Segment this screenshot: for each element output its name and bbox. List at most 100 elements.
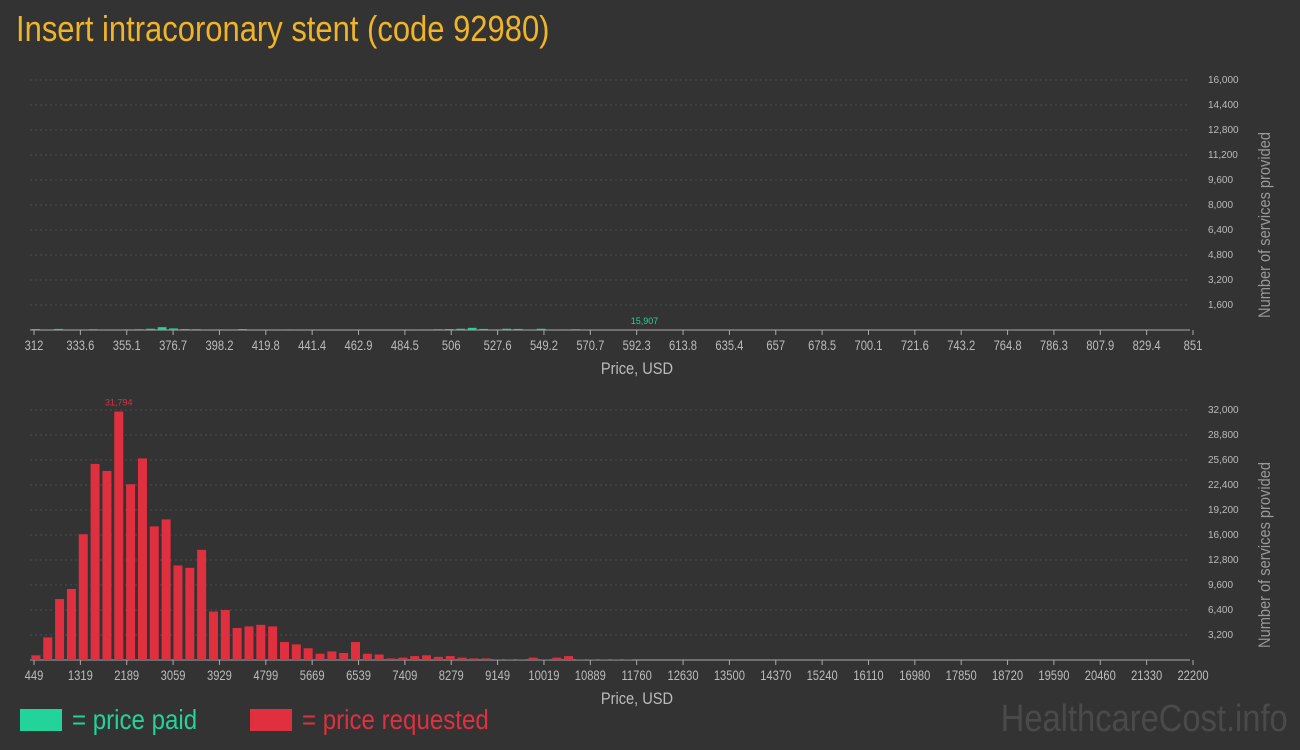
bar xyxy=(599,659,609,660)
y-tick-label: 22,400 xyxy=(1208,480,1239,491)
peak-label: 31,794 xyxy=(105,398,133,408)
bar xyxy=(54,328,64,330)
x-axis-label: Price, USD xyxy=(601,360,673,378)
bar xyxy=(123,329,132,330)
bar xyxy=(421,329,431,330)
bar xyxy=(268,626,278,660)
y-tick-label: 25,600 xyxy=(1208,455,1239,466)
x-tick-label: 3929 xyxy=(207,668,232,683)
price-requested-chart: 3,200 6,400 9,600 12,800 16,000 19,200 22,400 2… xyxy=(25,398,1275,709)
legend-paid-label: = price paid xyxy=(72,704,198,735)
x-axis-label: Price, USD xyxy=(601,690,673,708)
bar xyxy=(456,328,466,330)
x-tick-label: 13500 xyxy=(714,668,745,683)
x-tick-label: 2189 xyxy=(114,668,139,683)
bar xyxy=(146,328,155,330)
bar xyxy=(220,610,230,660)
x-tick-label: 312 xyxy=(25,338,44,353)
x-tick-label: 7409 xyxy=(392,668,417,683)
bar xyxy=(66,588,76,660)
x-tick-label: 549.2 xyxy=(530,338,558,353)
bar xyxy=(493,659,503,660)
bar xyxy=(516,659,526,660)
bar xyxy=(481,658,491,660)
bar xyxy=(398,657,408,660)
bar xyxy=(587,659,597,660)
x-tick-label: 506 xyxy=(442,338,461,353)
x-tick-label: 449 xyxy=(25,668,44,683)
x-tick-label: 398.2 xyxy=(205,338,233,353)
price-paid-chart: 1,600 3,200 4,800 6,400 8,000 9,600 11,200 12,8… xyxy=(25,75,1275,378)
bar xyxy=(197,549,207,660)
x-tick-label: 10019 xyxy=(528,668,559,683)
bar xyxy=(215,329,224,330)
bar xyxy=(169,328,178,330)
x-tick-label: 3059 xyxy=(161,668,186,683)
bar xyxy=(114,411,124,660)
bar xyxy=(575,659,585,660)
legend-requested-swatch xyxy=(250,709,292,731)
x-tick-label: 21330 xyxy=(1131,668,1162,683)
bar xyxy=(540,659,550,660)
page-title: Insert intracoronary stent (code 92980) xyxy=(16,8,550,49)
bar xyxy=(386,658,396,660)
bar xyxy=(102,470,112,660)
bar xyxy=(232,627,242,660)
bar xyxy=(256,624,266,660)
x-tick-label: 10889 xyxy=(575,668,606,683)
y-tick-label: 11,200 xyxy=(1208,150,1238,161)
x-tick-label: 807.9 xyxy=(1086,338,1114,353)
bar xyxy=(161,519,171,660)
bar xyxy=(351,642,361,660)
x-tick-label: 6539 xyxy=(346,668,371,683)
x-tick-label: 570.7 xyxy=(576,338,604,353)
x-tick-label: 376.7 xyxy=(159,338,187,353)
x-tick-label: 613.8 xyxy=(669,338,697,353)
x-tick-label: 721.6 xyxy=(901,338,929,353)
bar xyxy=(528,657,538,660)
x-tick-label: 19590 xyxy=(1038,668,1069,683)
bar xyxy=(55,599,65,660)
bar xyxy=(137,458,147,660)
bar xyxy=(504,659,514,660)
bar xyxy=(185,567,195,660)
x-tick-label: 700.1 xyxy=(854,338,882,353)
bar xyxy=(362,653,372,660)
bar xyxy=(433,329,443,330)
y-tick-label: 1,600 xyxy=(1208,300,1233,311)
bar xyxy=(244,626,254,660)
x-tick-label: 333.6 xyxy=(66,338,94,353)
x-tick-label: 764.8 xyxy=(994,338,1022,353)
x-tick-label: 20460 xyxy=(1085,668,1116,683)
y-tick-label: 14,400 xyxy=(1208,100,1239,111)
bar xyxy=(457,657,467,660)
y-tick-label: 3,200 xyxy=(1208,275,1233,286)
bar xyxy=(78,534,88,660)
bar xyxy=(611,659,621,660)
bar xyxy=(88,329,98,330)
y-tick-label: 19,200 xyxy=(1208,505,1239,516)
bar xyxy=(559,329,569,330)
bar xyxy=(490,329,500,330)
x-tick-label: 11760 xyxy=(622,668,652,683)
y-tick-label: 8,000 xyxy=(1208,200,1233,211)
y-tick-label: 3,200 xyxy=(1208,630,1233,641)
bar xyxy=(513,328,523,330)
bar xyxy=(552,657,562,660)
bar xyxy=(173,565,183,660)
x-tick-label: 851 xyxy=(1184,338,1203,353)
bar xyxy=(623,659,633,660)
legend-paid: = price paid xyxy=(20,704,218,736)
bar xyxy=(192,329,201,330)
x-tick-label: 419.8 xyxy=(252,338,280,353)
x-tick-label: 18720 xyxy=(992,668,1023,683)
bar xyxy=(339,652,349,660)
bar xyxy=(149,526,159,660)
bar xyxy=(157,327,167,330)
x-tick-label: 22200 xyxy=(1177,668,1208,683)
x-tick-label: 1319 xyxy=(68,668,93,683)
bar xyxy=(410,656,420,660)
bar xyxy=(467,327,477,330)
x-tick-label: 8279 xyxy=(439,668,464,683)
x-tick-label: 484.5 xyxy=(391,338,419,353)
